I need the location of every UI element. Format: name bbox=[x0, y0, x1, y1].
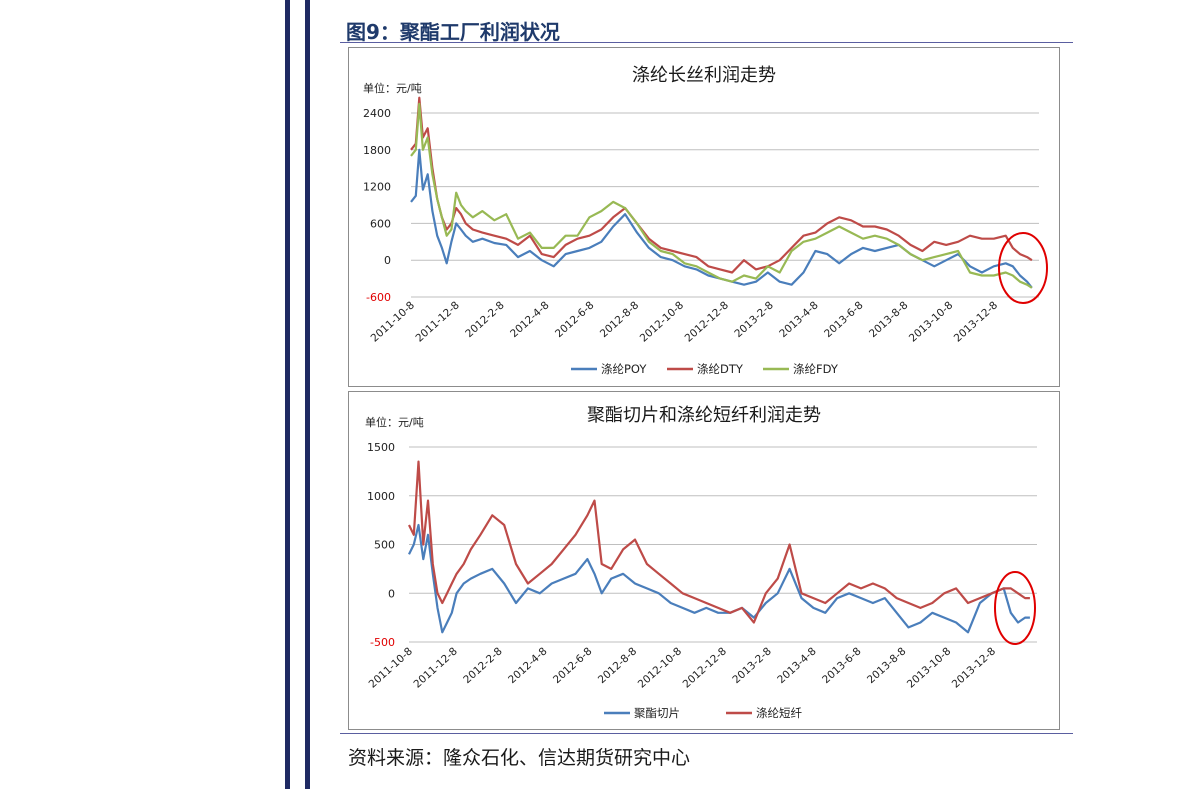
x-tick-label: 2013-6-8 bbox=[822, 299, 865, 340]
x-tick-label: 2012-12-8 bbox=[681, 645, 729, 690]
chart-panel-chip-staple: 聚酯切片和涤纶短纤利润走势 单位：元/吨 1500 1000 500 0 -500 2011-… bbox=[348, 391, 1060, 730]
title-underline bbox=[340, 42, 1073, 43]
x-tick-label: 2012-10-8 bbox=[638, 299, 686, 344]
series-line bbox=[410, 96, 1033, 274]
series-line bbox=[408, 460, 1030, 624]
x-tick-label: 2013-2-8 bbox=[732, 299, 775, 340]
unit-label: 单位：元/吨 bbox=[365, 415, 424, 429]
y-tick-label: 500 bbox=[374, 539, 395, 552]
legend-label: 涤纶短纤 bbox=[756, 706, 802, 720]
x-tick-label: 2012-2-8 bbox=[463, 299, 506, 340]
legend-label: 涤纶FDY bbox=[793, 362, 839, 376]
y-tick-label: 600 bbox=[370, 217, 391, 230]
highlight-circle bbox=[994, 571, 1036, 645]
chart-filament-profit: 涤纶长丝利润走势单位：元/吨2400180012006000-6002011-1… bbox=[363, 65, 1048, 376]
y-tick-label: 1200 bbox=[363, 181, 391, 194]
legend-label: 涤纶POY bbox=[601, 362, 647, 376]
y-tick-label: 1000 bbox=[367, 490, 395, 503]
chart-panel-filament: 涤纶长丝利润走势 单位：元/吨 2400 1800 1200 600 0 -600 2011-1… bbox=[348, 47, 1060, 387]
x-tick-label: 2012-12-8 bbox=[683, 299, 731, 344]
x-tick-label: 2012-2-8 bbox=[461, 645, 504, 686]
left-border-bar-inner bbox=[305, 0, 310, 789]
y-tick-label: 2400 bbox=[363, 107, 391, 120]
source-overline bbox=[340, 733, 1073, 734]
x-tick-label: 2012-8-8 bbox=[598, 299, 641, 340]
figure-title: 图9：聚酯工厂利润状况 bbox=[346, 20, 560, 44]
y-tick-label: 0 bbox=[384, 254, 391, 267]
chart-title: 涤纶长丝利润走势 bbox=[632, 65, 776, 86]
legend-label: 聚酯切片 bbox=[634, 706, 680, 720]
x-tick-label: 2011-10-8 bbox=[367, 645, 415, 690]
x-tick-label: 2012-6-8 bbox=[553, 299, 596, 340]
legend-label: 涤纶DTY bbox=[697, 362, 744, 376]
x-tick-label: 2011-10-8 bbox=[369, 299, 417, 344]
series-line bbox=[410, 148, 1033, 289]
x-tick-label: 2012-4-8 bbox=[506, 645, 549, 686]
x-tick-label: 2013-10-8 bbox=[907, 299, 955, 344]
x-tick-label: 2012-10-8 bbox=[636, 645, 684, 690]
x-tick-label: 2012-4-8 bbox=[508, 299, 551, 340]
y-tick-label: -600 bbox=[366, 291, 391, 304]
x-tick-label: 2013-10-8 bbox=[905, 645, 953, 690]
series-line bbox=[408, 523, 1030, 634]
y-tick-label: 0 bbox=[388, 587, 395, 600]
x-tick-label: 2013-12-8 bbox=[952, 299, 1000, 344]
x-tick-label: 2012-8-8 bbox=[596, 645, 639, 686]
y-tick-label: 1800 bbox=[363, 144, 391, 157]
x-tick-label: 2013-4-8 bbox=[777, 299, 820, 340]
x-tick-label: 2011-12-8 bbox=[413, 299, 461, 344]
chart-title: 聚酯切片和涤纶短纤利润走势 bbox=[587, 405, 821, 426]
x-tick-label: 2013-6-8 bbox=[820, 645, 863, 686]
x-tick-label: 2012-6-8 bbox=[551, 645, 594, 686]
x-tick-label: 2011-12-8 bbox=[411, 645, 459, 690]
y-tick-label: -500 bbox=[370, 636, 395, 649]
x-tick-label: 2013-8-8 bbox=[865, 645, 908, 686]
x-tick-label: 2013-2-8 bbox=[730, 645, 773, 686]
source-note: 资料来源：隆众石化、信达期货研究中心 bbox=[348, 747, 691, 769]
left-border-bar-outer bbox=[285, 0, 290, 789]
x-tick-label: 2013-12-8 bbox=[950, 645, 998, 690]
unit-label: 单位：元/吨 bbox=[363, 81, 422, 95]
x-tick-label: 2013-4-8 bbox=[775, 645, 818, 686]
y-tick-label: 1500 bbox=[367, 441, 395, 454]
highlight-circle bbox=[998, 232, 1048, 304]
series-line bbox=[410, 102, 1033, 289]
chart-chip-staple-profit: 聚酯切片和涤纶短纤利润走势单位：元/吨150010005000-5002011-… bbox=[365, 405, 1037, 720]
x-tick-label: 2013-8-8 bbox=[867, 299, 910, 340]
